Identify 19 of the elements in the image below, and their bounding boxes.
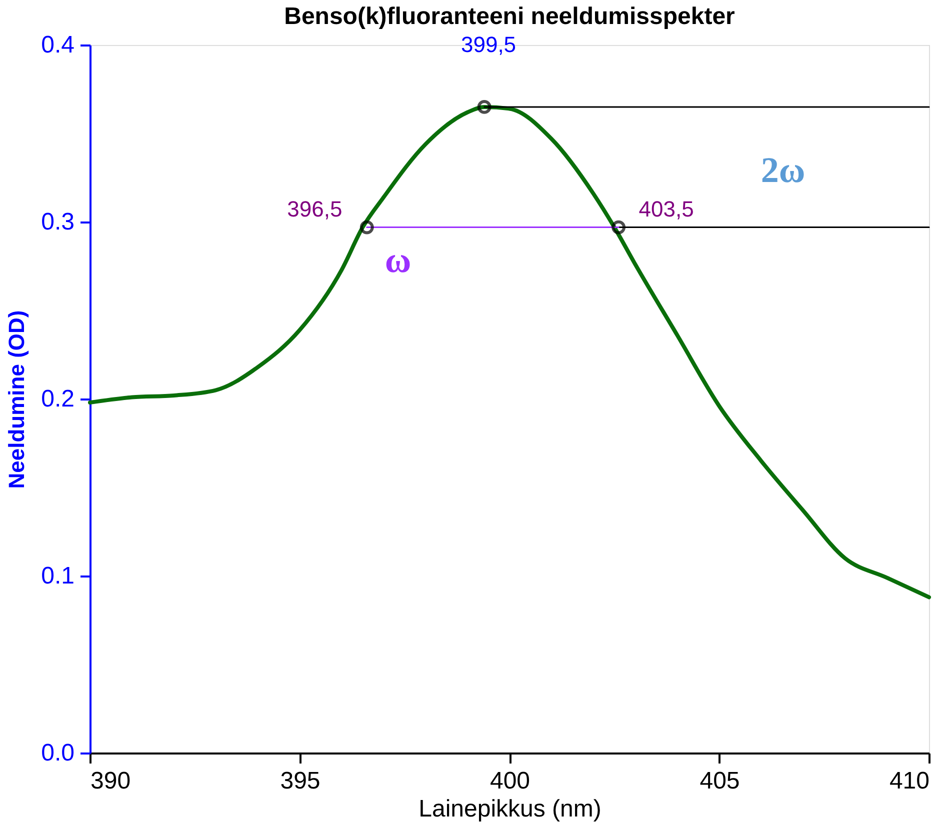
- annotation: 399,5: [460, 32, 516, 57]
- y-tick-label: 0.3: [41, 208, 74, 236]
- x-tick-label: 400: [490, 768, 530, 794]
- x-tick-label: 395: [280, 768, 320, 794]
- annotation: ω: [384, 240, 412, 280]
- y-tick-label: 0.0: [41, 740, 74, 766]
- x-tick-label: 410: [889, 768, 930, 794]
- x-tick-label: 405: [700, 768, 740, 794]
- y-axis-title: Neeldumine (OD): [4, 310, 30, 489]
- y-tick-label: 0.4: [41, 32, 74, 58]
- annotation: 403,5: [638, 196, 694, 222]
- annotation: 2ω: [760, 150, 806, 190]
- line-series: [88, 104, 931, 600]
- annotation: 396,5: [287, 196, 342, 222]
- chart-title: Benso(k)fluoranteeni neeldumisspekter: [284, 3, 735, 30]
- x-axis-title: Lainepikkus (nm): [418, 796, 602, 822]
- x-tick-label: 390: [90, 768, 131, 794]
- y-tick-label: 0.1: [41, 562, 74, 590]
- y-tick-label: 0.2: [41, 386, 74, 412]
